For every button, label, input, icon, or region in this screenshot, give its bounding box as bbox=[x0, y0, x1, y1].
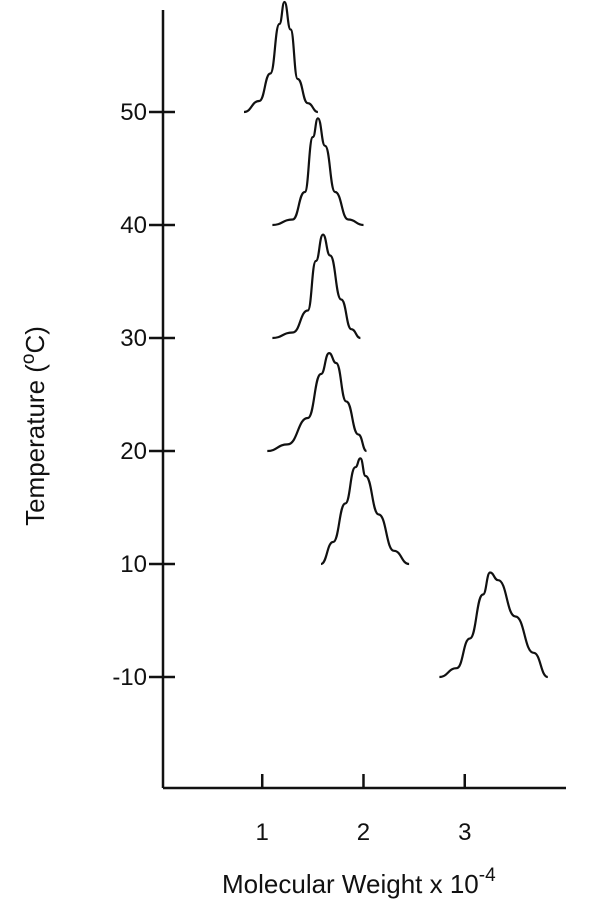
x-ticks: 1 2 3 bbox=[256, 774, 471, 846]
peak-curve-minus10 bbox=[439, 571, 549, 679]
y-tick-label: -10 bbox=[112, 664, 147, 691]
x-axis: 1 2 3 bbox=[163, 774, 566, 846]
x-tick-label: 1 bbox=[256, 819, 269, 846]
y-tick-label: 30 bbox=[120, 325, 147, 352]
y-axis-title-post: C) bbox=[20, 326, 50, 353]
y-axis: 50 40 30 20 10 -10 bbox=[112, 10, 175, 788]
x-tick-label: 2 bbox=[357, 819, 370, 846]
peak-curve-20 bbox=[267, 352, 368, 453]
y-tick-label: 40 bbox=[120, 212, 147, 239]
x-axis-title-text: Molecular Weight x 10 bbox=[222, 869, 479, 899]
y-tick-label: 50 bbox=[120, 99, 147, 126]
y-axis-title-sup: o bbox=[18, 354, 39, 365]
y-tick-label: 20 bbox=[120, 438, 147, 465]
x-axis-title: Molecular Weight x 10-4 bbox=[222, 865, 496, 899]
x-tick-label: 3 bbox=[458, 819, 471, 846]
y-axis-title-pre: Temperature ( bbox=[20, 364, 50, 526]
y-tick-label: 10 bbox=[120, 551, 147, 578]
y-axis-title: Temperature (oC) bbox=[18, 326, 50, 526]
peak-curve-50 bbox=[243, 0, 319, 114]
peak-curve-10 bbox=[320, 457, 410, 566]
peak-curve-30 bbox=[272, 233, 361, 340]
x-axis-title-exponent: -4 bbox=[479, 865, 496, 886]
y-ticks: 50 40 30 20 10 -10 bbox=[112, 99, 175, 691]
peak-curve-40 bbox=[272, 117, 364, 227]
series-layer bbox=[243, 0, 549, 679]
